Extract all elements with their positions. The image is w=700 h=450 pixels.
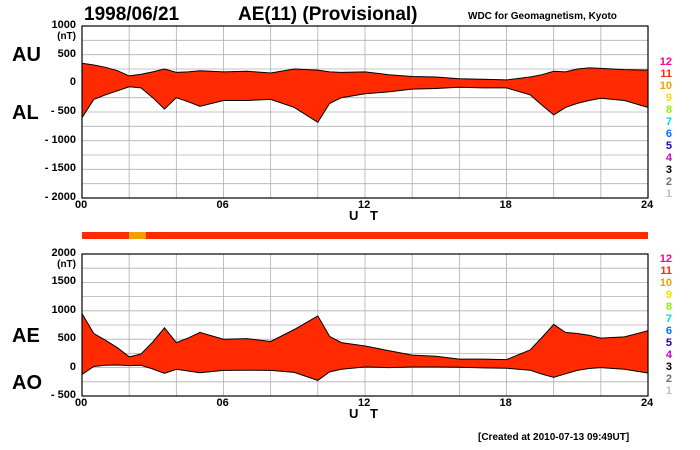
created-timestamp: [Created at 2010-07-13 09:49UT] [478,432,630,443]
y-unit-label: (nT) [57,31,76,42]
upper-series-label: AU [12,43,41,66]
legend-station-count: 8 [665,301,672,313]
x-tick-label: 24 [641,199,654,211]
legend-station-count: 1 [665,188,672,200]
legend-station-count: 12 [659,253,672,265]
y-tick-label: 2000 [51,247,76,259]
legend-station-count: 11 [660,265,672,277]
legend-station-count: 4 [665,349,672,361]
x-axis-label: U T [349,208,382,223]
x-axis-label: U T [349,406,382,421]
y-tick-label: 1000 [51,303,76,316]
legend-station-count: 11 [660,68,672,80]
x-tick-label: 18 [499,199,512,211]
station-band-segment [145,232,649,239]
x-tick-label: 00 [75,397,88,409]
station-band-segment [129,232,146,239]
y-tick-label: 500 [57,47,76,60]
x-tick-label: 24 [641,397,654,409]
chart-date: 1998/06/21 [84,4,180,25]
legend-station-count: 9 [665,289,672,301]
y-tick-label: - 500 [50,389,76,401]
legend-station-count: 3 [665,361,672,373]
legend-station-count: 2 [665,373,672,385]
series-area-au-al [82,63,648,123]
legend-station-count: 6 [665,325,672,337]
x-tick-label: 18 [499,397,512,409]
x-tick-label: 12 [358,199,371,211]
lower-series-label: AL [12,102,39,124]
y-tick-label: 0 [69,360,76,373]
x-tick-label: 00 [75,199,88,211]
y-tick-label: 1000 [51,19,76,31]
legend-station-count: 7 [665,116,672,128]
y-tick-label: 1500 [51,275,76,288]
x-tick-label: 06 [216,397,229,409]
x-tick-label: 12 [358,397,371,409]
legend-station-count: 10 [659,80,672,92]
plot-frame [81,253,649,397]
series-line-ao [81,364,649,381]
series-line-ae [81,313,649,361]
y-unit-label: (nT) [57,259,76,270]
y-tick-label: - 2000 [44,191,76,203]
legend-station-count: 8 [665,104,672,116]
y-tick-label: - 1000 [44,133,76,146]
series-line-au [81,62,649,81]
legend-station-count: 9 [665,92,672,104]
series-line-al [81,86,649,123]
station-band-segment [82,232,130,239]
legend-station-count: 7 [665,313,672,325]
y-tick-label: - 1500 [44,162,76,175]
legend-station-count: 6 [665,128,672,140]
y-tick-label: 500 [57,332,76,345]
y-tick-label: - 500 [50,105,76,117]
legend-station-count: 1 [665,385,672,397]
plot-frame [81,25,649,199]
lower-series-label: AO [12,371,42,394]
legend-station-count: 3 [665,164,672,176]
upper-series-label: AE [12,325,40,348]
credit-label: WDC for Geomagnetism, Kyoto [468,11,617,22]
y-tick-label: 0 [69,76,76,89]
legend-station-count: 10 [659,277,672,289]
legend-station-count: 5 [665,337,672,349]
chart-title: AE(11) (Provisional) [238,4,418,25]
legend-station-count: 2 [665,176,672,188]
legend-station-count: 5 [665,140,672,152]
series-area-ae-ao [82,313,648,381]
x-tick-label: 06 [216,199,229,211]
legend-station-count: 4 [665,152,672,164]
legend-station-count: 12 [659,56,672,68]
